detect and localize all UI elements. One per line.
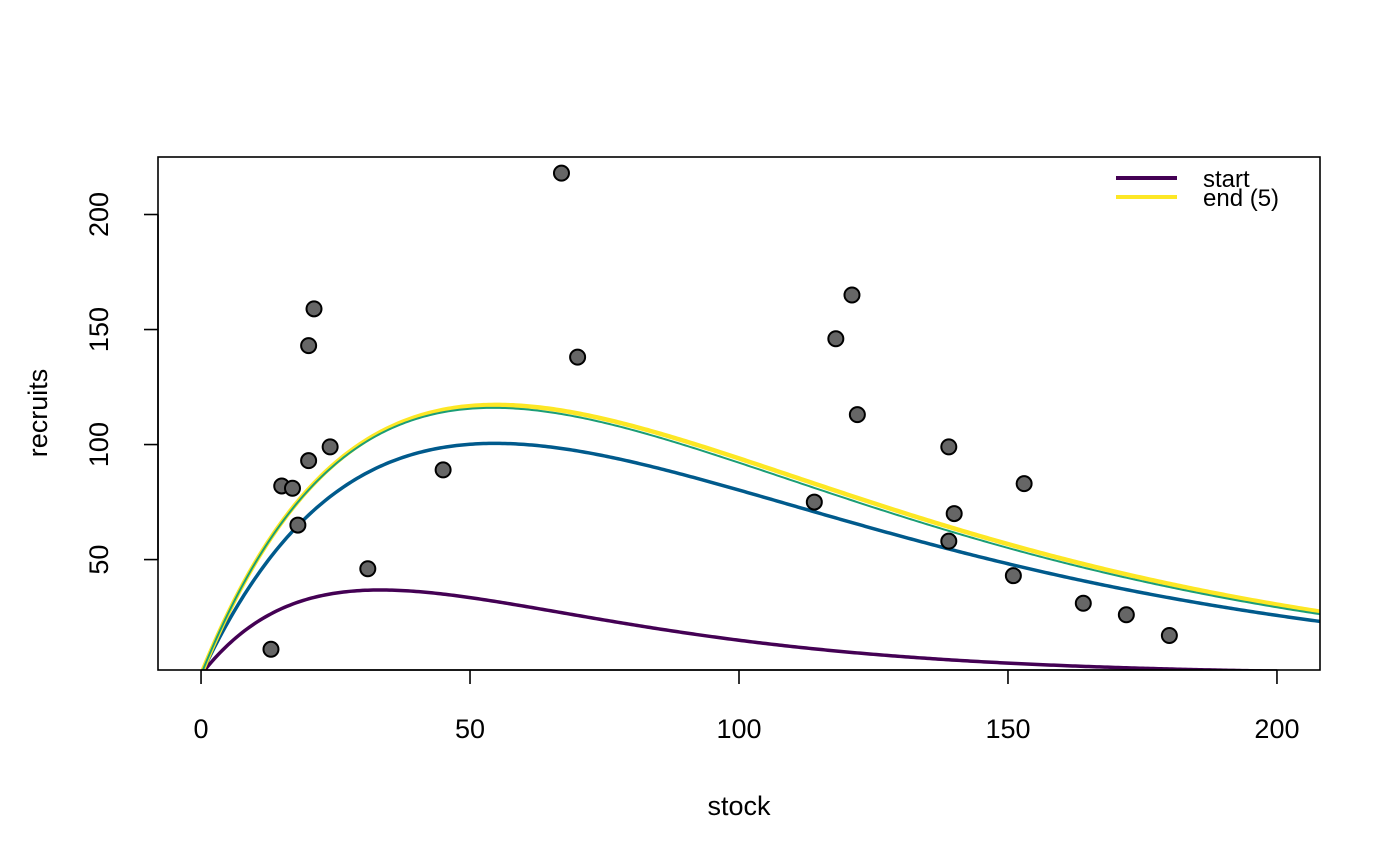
x-tick-label: 100	[716, 714, 761, 744]
data-point	[283, 479, 301, 497]
x-tick-label: 200	[1254, 714, 1299, 744]
x-tick-label: 150	[985, 714, 1030, 744]
y-tick-label: 50	[84, 545, 114, 575]
y-tick-label: 100	[84, 422, 114, 467]
data-point	[827, 330, 845, 348]
data-point	[940, 438, 958, 456]
legend-label-end: end (5)	[1203, 185, 1279, 212]
data-point	[843, 286, 861, 304]
curve-2	[201, 441, 1320, 670]
data-point	[1004, 567, 1022, 585]
data-point	[300, 452, 318, 470]
data-point	[1074, 594, 1092, 612]
data-point	[805, 493, 823, 511]
legend: start end (5)	[1116, 166, 1279, 212]
data-point	[940, 532, 958, 550]
y-tick-label: 150	[84, 307, 114, 352]
data-point	[1117, 606, 1135, 624]
curve-1	[202, 588, 1316, 670]
data-point	[434, 461, 452, 479]
data-point	[1015, 475, 1033, 493]
legend-label-start: start	[1203, 166, 1250, 193]
data-point	[848, 406, 866, 424]
x-axis: 0 50 100 150 200	[194, 669, 1299, 744]
curve-3	[200, 402, 1320, 670]
y-axis: 50 100 150 200	[84, 192, 159, 575]
x-axis-label: stock	[707, 791, 771, 821]
data-point	[1160, 626, 1178, 644]
data-point	[321, 438, 339, 456]
data-point	[945, 505, 963, 523]
x-tick-label: 50	[455, 714, 485, 744]
y-tick-label: 200	[84, 192, 114, 237]
data-point	[262, 640, 280, 658]
data-point	[289, 516, 307, 534]
data-point	[300, 337, 318, 355]
data-point	[569, 348, 587, 366]
data-point	[305, 300, 323, 318]
y-axis-label: recruits	[23, 369, 53, 458]
model-curves	[200, 402, 1320, 670]
data-point	[359, 560, 377, 578]
data-points	[262, 164, 1178, 658]
x-tick-label: 0	[194, 714, 209, 744]
curve-4	[201, 406, 1320, 670]
data-point	[552, 164, 570, 182]
